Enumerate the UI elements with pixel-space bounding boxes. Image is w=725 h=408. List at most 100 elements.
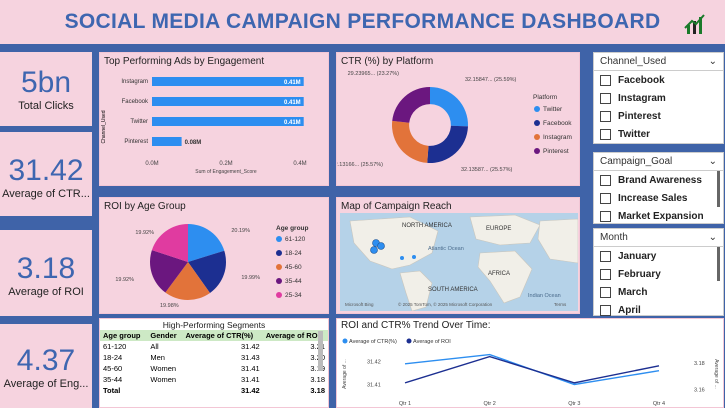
slicer-option[interactable]: Pinterest [594, 107, 723, 125]
slicer-option-label: Increase Sales [618, 192, 688, 204]
slice-label: 32.13166... (25.57%) [337, 162, 383, 168]
map-label: Indian Ocean [528, 293, 561, 299]
chevron-up-icon[interactable]: ⌄ [708, 56, 717, 67]
table-row: 35-44 Women 31.41 3.18 [100, 374, 328, 385]
slicer-option[interactable]: February [594, 265, 723, 283]
dashboard-title: SOCIAL MEDIA CAMPAIGN PERFORMANCE DASHBO… [64, 10, 661, 33]
ctr-donut-chart: 32.15847... (25.59%) 32.13587... (25.57%)… [337, 71, 572, 173]
chevron-down-icon[interactable]: ⌄ [708, 156, 717, 167]
trend-line-chart: Average of CTR(%) Average of ROI Average o… [342, 338, 719, 407]
checkbox[interactable] [600, 92, 611, 104]
slicer-option[interactable]: January [594, 247, 723, 265]
slice-label: 20.19% [231, 228, 250, 234]
legend-item: 61-120 [285, 236, 306, 243]
column-header[interactable]: Gender [147, 330, 183, 341]
checkbox[interactable] [600, 174, 611, 186]
bar[interactable] [152, 97, 304, 106]
bar[interactable] [152, 137, 182, 146]
legend-item: 25-34 [285, 292, 302, 299]
checkbox[interactable] [600, 74, 611, 86]
slicer-option-label: March [618, 286, 648, 298]
map-terms-link[interactable]: Terms [554, 302, 567, 307]
legend-marker [534, 134, 540, 140]
table-cell: 3.19 [263, 363, 328, 374]
table-scrollbar[interactable] [318, 331, 323, 371]
slicer-option[interactable]: Market Expansion [594, 207, 723, 225]
map-label: SOUTH AMERICA [428, 287, 478, 293]
map-point [412, 255, 416, 259]
slicer-option[interactable]: Twitter [594, 125, 723, 143]
column-header[interactable]: Average of CTR(%) [182, 330, 263, 341]
tick-label: 0.2M [219, 161, 232, 167]
slice-label: 19.99% [241, 275, 260, 281]
slicer-option[interactable]: March [594, 283, 723, 301]
table-cell: Women [150, 375, 177, 384]
panel-title: Top Performing Ads by Engagement [104, 56, 265, 67]
axis-title: Channel_Used [101, 110, 107, 143]
segments-panel: High-Performing Segments Age group Gender… [99, 318, 329, 408]
column-header[interactable]: Average of ROI [262, 330, 328, 341]
pie-slice[interactable] [188, 250, 226, 293]
legend-marker [534, 148, 540, 154]
slicer-title: Campaign_Goal [600, 156, 673, 167]
legend-marker [276, 278, 282, 284]
slicer-option[interactable]: Instagram [594, 89, 723, 107]
tick-label: Qtr 2 [484, 401, 496, 407]
pie-slice[interactable] [150, 250, 188, 293]
checkbox[interactable] [600, 268, 611, 280]
slicer-option[interactable]: April [594, 301, 723, 319]
chevron-down-icon[interactable]: ⌄ [708, 232, 717, 243]
bar-label: 0.08M [185, 140, 202, 146]
legend-title: Age group [276, 225, 309, 232]
pie-slice[interactable] [151, 224, 188, 262]
ctr-platform-panel: CTR (%) by Platform 32.15847... (25.59%)… [336, 52, 580, 186]
checkbox[interactable] [600, 110, 611, 122]
map-point [377, 242, 385, 250]
bar-chart-growth-icon [684, 14, 705, 34]
slicer-scrollbar[interactable] [717, 171, 720, 207]
checkbox[interactable] [600, 192, 611, 204]
slicer-channel: Channel_Used ⌄ Facebook Instagram Pinterest… [593, 52, 724, 144]
pie-slice[interactable] [165, 262, 210, 300]
kpi-value: 5bn [20, 66, 72, 99]
legend-item: Facebook [543, 120, 572, 127]
segments-table: Age group Gender Average of CTR(%) Average … [100, 330, 328, 396]
tick-label: Qtr 3 [568, 401, 580, 407]
axis-title: Average of ... [713, 359, 719, 389]
slicer-scrollbar[interactable] [717, 247, 720, 281]
series-line[interactable] [404, 355, 660, 384]
bar[interactable] [152, 117, 304, 126]
kpi-label: Average of ROI [8, 286, 84, 298]
pie-slice[interactable] [188, 224, 225, 262]
checkbox[interactable] [600, 250, 611, 262]
map-brand: Microsoft Bing [345, 302, 374, 307]
bar[interactable] [152, 77, 304, 86]
slicer-option-label: January [618, 250, 657, 262]
donut-slice[interactable] [430, 87, 468, 127]
map-credit: © 2025 TomTom, © 2025 Microsoft Corporat… [398, 301, 493, 307]
slicer-option[interactable]: Increase Sales [594, 189, 723, 207]
donut-slice[interactable] [427, 125, 468, 163]
checkbox[interactable] [600, 210, 611, 222]
slicer-option-label: Twitter [618, 128, 651, 140]
slicer-option[interactable]: Facebook [594, 71, 723, 89]
map-label: NORTH AMERICA [402, 223, 452, 229]
top-ads-bar-chart: Channel_Used Instagram 0.41M Facebook 0.41M T… [101, 77, 307, 175]
tick-label: 3.18 [694, 361, 705, 367]
checkbox[interactable] [600, 304, 611, 316]
checkbox[interactable] [600, 286, 611, 298]
table-cell: All [150, 342, 159, 351]
slicer-option[interactable]: Brand Awareness [594, 171, 723, 189]
checkbox[interactable] [600, 128, 611, 140]
kpi-label: Average of Eng... [3, 378, 89, 390]
campaign-reach-map[interactable]: NORTH AMERICA EUROPE Atlantic Ocean AFRI… [340, 213, 578, 311]
legend-item: Average of CTR(%) [349, 339, 397, 345]
bar-label: 0.41M [284, 100, 301, 106]
category-label: Instagram [121, 79, 148, 85]
panel-title: ROI by Age Group [104, 201, 186, 212]
column-header[interactable]: Age group [100, 330, 148, 341]
table-cell: 45-60 [103, 364, 123, 373]
table-cell: 31.41 [240, 364, 260, 373]
donut-slice[interactable] [392, 120, 429, 163]
donut-slice[interactable] [392, 87, 430, 123]
